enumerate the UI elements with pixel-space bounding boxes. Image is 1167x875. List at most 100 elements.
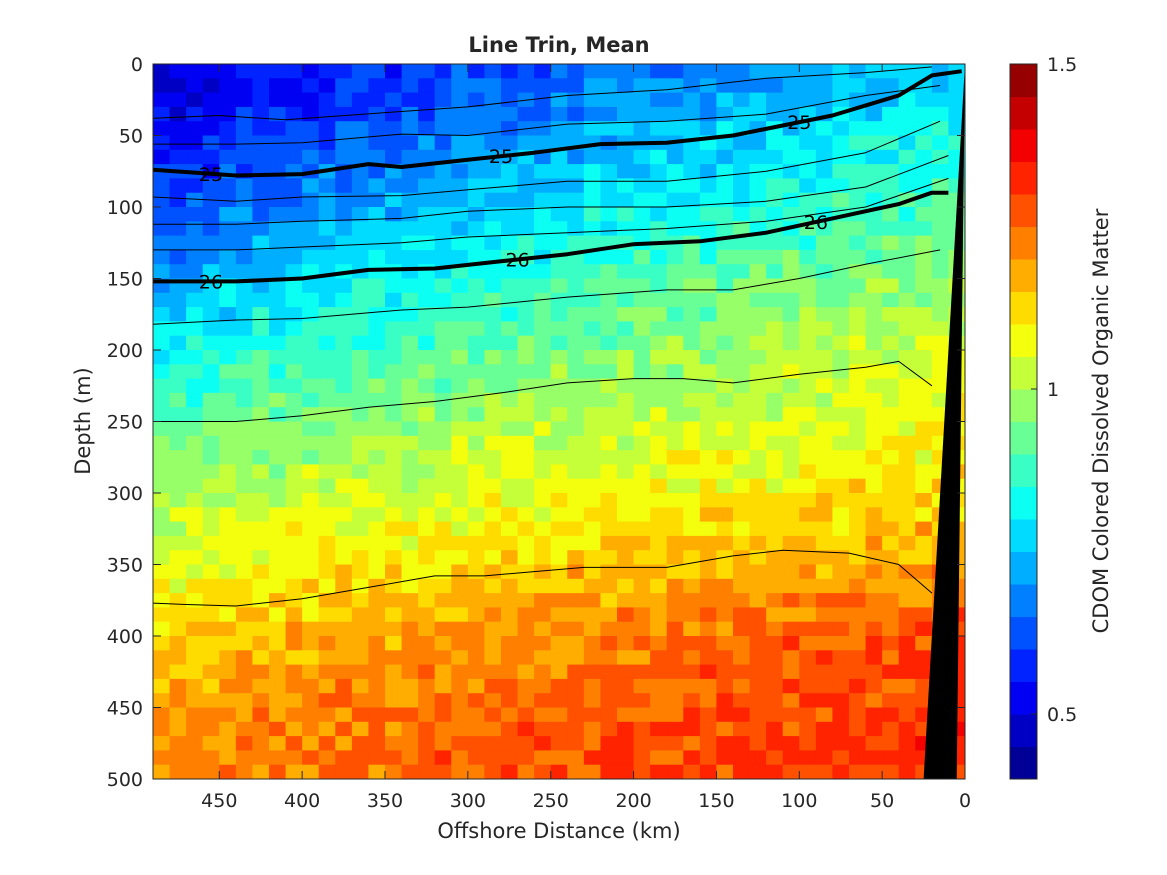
field-cell bbox=[716, 750, 734, 766]
field-cell bbox=[815, 92, 834, 108]
field-cell bbox=[583, 478, 602, 494]
field-cell bbox=[335, 678, 353, 694]
field-cell bbox=[749, 678, 767, 694]
field-cell bbox=[302, 178, 320, 194]
field-cell bbox=[617, 392, 635, 408]
field-cell bbox=[368, 207, 386, 222]
field-cell bbox=[666, 321, 684, 337]
field-cell bbox=[235, 664, 254, 680]
y-tick-label: 0 bbox=[131, 54, 143, 76]
field-cell bbox=[202, 550, 220, 566]
field-cell bbox=[716, 721, 734, 737]
field-cell bbox=[451, 736, 469, 751]
field-cell bbox=[302, 564, 320, 580]
field-cell bbox=[219, 106, 237, 122]
field-cell bbox=[451, 693, 469, 709]
field-cell bbox=[418, 650, 436, 666]
field-cell bbox=[782, 636, 800, 651]
field-cell bbox=[434, 249, 452, 265]
field-cell bbox=[269, 636, 287, 651]
field-cell bbox=[169, 335, 187, 351]
colorbar-segment bbox=[1010, 64, 1037, 97]
field-cell bbox=[550, 135, 568, 151]
field-cell bbox=[153, 750, 171, 766]
field-cell bbox=[484, 564, 502, 580]
field-cell bbox=[169, 235, 187, 251]
field-cell bbox=[832, 378, 850, 394]
field-cell bbox=[467, 335, 486, 351]
field-cell bbox=[169, 507, 187, 523]
field-cell bbox=[600, 121, 618, 137]
field-cell bbox=[666, 164, 684, 179]
field-cell bbox=[782, 307, 800, 322]
field-cell bbox=[351, 92, 370, 108]
field-cell bbox=[882, 450, 900, 465]
field-cell bbox=[451, 350, 469, 365]
field-cell bbox=[534, 450, 552, 465]
field-cell bbox=[882, 378, 900, 394]
field-cell bbox=[699, 407, 718, 423]
field-cell bbox=[269, 621, 287, 637]
field-cell bbox=[517, 664, 535, 680]
field-cell bbox=[832, 464, 850, 480]
field-cell bbox=[401, 693, 419, 709]
field-cell bbox=[269, 364, 287, 380]
field-cell bbox=[898, 450, 916, 465]
field-cell bbox=[567, 707, 585, 723]
field-cell bbox=[633, 64, 651, 79]
field-cell bbox=[517, 207, 535, 222]
field-cell bbox=[335, 435, 353, 451]
field-cell bbox=[501, 721, 519, 737]
field-cell bbox=[534, 650, 552, 666]
field-cell bbox=[865, 650, 883, 666]
field-cell bbox=[484, 593, 502, 608]
field-cell bbox=[683, 278, 701, 294]
field-cell bbox=[235, 92, 254, 108]
field-cell bbox=[368, 92, 386, 108]
field-cell bbox=[186, 736, 204, 751]
field-cell bbox=[600, 178, 618, 194]
colorbar-tick-label: 1.5 bbox=[1047, 54, 1077, 76]
field-cell bbox=[633, 678, 651, 694]
field-cell bbox=[335, 736, 353, 751]
field-cell bbox=[600, 464, 618, 480]
field-cell bbox=[716, 78, 734, 94]
field-cell bbox=[418, 678, 436, 694]
field-cell bbox=[749, 407, 767, 423]
field-cell bbox=[865, 593, 883, 608]
field-cell bbox=[186, 92, 204, 108]
field-cell bbox=[302, 335, 320, 351]
field-cell bbox=[484, 521, 502, 537]
field-cell bbox=[849, 435, 867, 451]
field-cell bbox=[815, 249, 834, 265]
field-cell bbox=[617, 650, 635, 666]
field-cell bbox=[666, 707, 684, 723]
field-cell bbox=[269, 721, 287, 737]
field-cell bbox=[252, 235, 270, 251]
field-cell bbox=[351, 392, 370, 408]
field-cell bbox=[235, 550, 254, 566]
field-cell bbox=[418, 121, 436, 137]
field-cell bbox=[882, 278, 900, 294]
field-cell bbox=[931, 207, 950, 222]
field-cell bbox=[285, 421, 303, 437]
field-cell bbox=[766, 292, 784, 308]
field-cell bbox=[186, 721, 204, 737]
field-cell bbox=[699, 149, 718, 165]
field-cell bbox=[931, 92, 950, 108]
field-cell bbox=[501, 264, 519, 280]
field-cell bbox=[782, 207, 800, 222]
field-cell bbox=[434, 650, 452, 666]
field-cell bbox=[534, 278, 552, 294]
field-cell bbox=[335, 664, 353, 680]
field-cell bbox=[832, 593, 850, 608]
field-cell bbox=[666, 207, 684, 222]
field-cell bbox=[799, 678, 817, 694]
field-cell bbox=[865, 78, 883, 94]
field-cell bbox=[351, 535, 370, 551]
field-cell bbox=[815, 693, 834, 709]
field-cell bbox=[235, 364, 254, 380]
contour-line-26 bbox=[153, 190, 949, 284]
field-cell bbox=[882, 664, 900, 680]
field-cell bbox=[633, 221, 651, 237]
